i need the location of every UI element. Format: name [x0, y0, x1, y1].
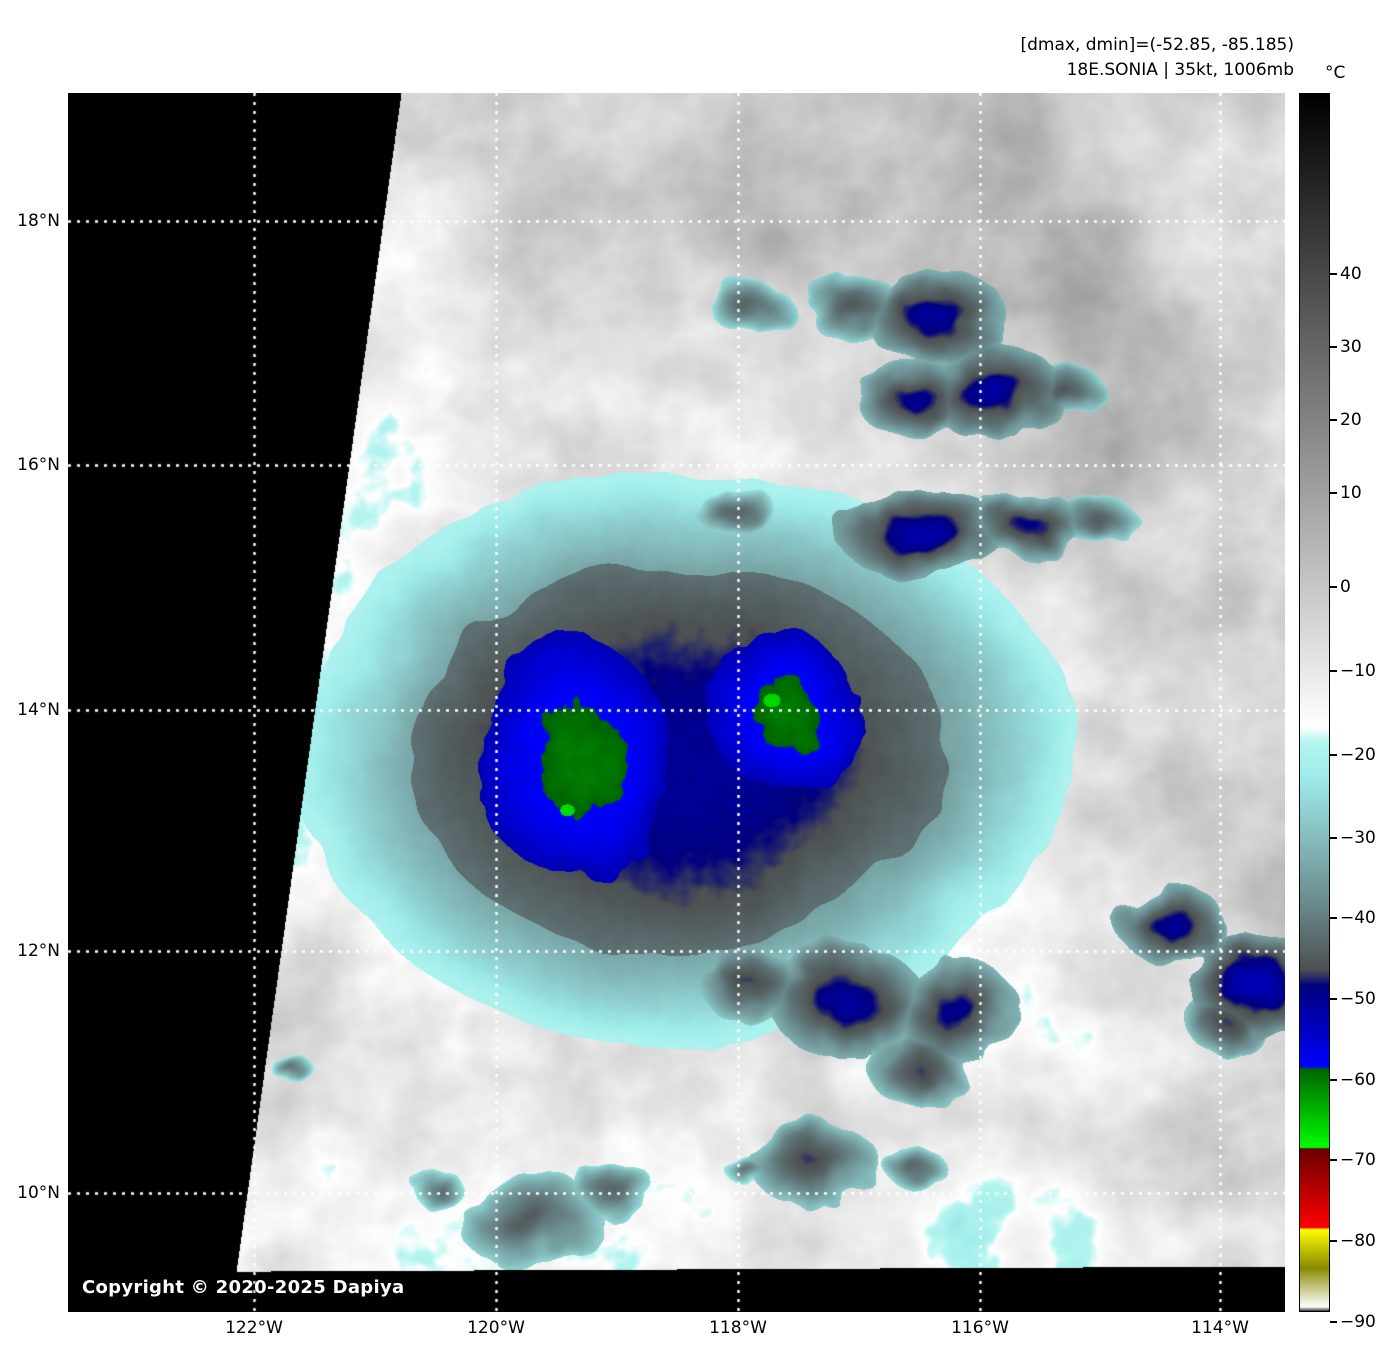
lat-tick-label-2: 14°N [17, 700, 60, 720]
lat-tick-label-3: 12°N [17, 941, 60, 961]
colorbar-tick-mark-6 [1330, 754, 1337, 756]
colorbar-tick-label-1: 30 [1340, 337, 1362, 357]
colorbar-tick-label-2: 20 [1340, 410, 1362, 430]
dmax-dmin-text: [dmax, dmin]=(-52.85, -85.185) [1020, 35, 1295, 55]
colorbar-tick-mark-8 [1330, 917, 1337, 919]
colorbar-tick-label-11: −70 [1340, 1150, 1376, 1170]
colorbar-gradient [1300, 94, 1329, 1311]
colorbar-tick-label-0: 40 [1340, 264, 1362, 284]
colorbar-tick-label-5: −10 [1340, 661, 1376, 681]
satellite-map-panel[interactable]: Copyright © 2020-2025 Dapiya [68, 93, 1285, 1312]
lat-tick-label-4: 10°N [17, 1183, 60, 1203]
lat-tick-label-0: 18°N [17, 211, 60, 231]
colorbar-tick-label-10: −60 [1340, 1070, 1376, 1090]
colorbar[interactable] [1299, 93, 1330, 1312]
colorbar-tick-label-7: −30 [1340, 828, 1376, 848]
colorbar-unit-label: °C [1325, 63, 1346, 83]
colorbar-tick-mark-2 [1330, 419, 1337, 421]
colorbar-tick-mark-13 [1330, 1321, 1337, 1323]
colorbar-tick-mark-10 [1330, 1079, 1337, 1081]
lon-tick-label-4: 114°W [1191, 1318, 1249, 1338]
satellite-imagery-canvas [68, 93, 1285, 1312]
colorbar-tick-mark-0 [1330, 273, 1337, 275]
colorbar-tick-mark-5 [1330, 670, 1337, 672]
colorbar-tick-mark-9 [1330, 998, 1337, 1000]
lon-tick-label-1: 120°W [467, 1318, 525, 1338]
colorbar-tick-label-6: −20 [1340, 745, 1376, 765]
colorbar-tick-mark-11 [1330, 1159, 1337, 1161]
lon-tick-label-2: 118°W [709, 1318, 767, 1338]
colorbar-tick-mark-7 [1330, 837, 1337, 839]
colorbar-tick-label-3: 10 [1340, 483, 1362, 503]
colorbar-tick-mark-4 [1330, 586, 1337, 588]
colorbar-tick-mark-12 [1330, 1240, 1337, 1242]
colorbar-tick-label-9: −50 [1340, 989, 1376, 1009]
lat-tick-label-1: 16°N [17, 455, 60, 475]
colorbar-tick-mark-3 [1330, 492, 1337, 494]
lon-tick-label-3: 116°W [951, 1318, 1009, 1338]
colorbar-tick-label-13: −90 [1340, 1312, 1376, 1332]
colorbar-tick-mark-1 [1330, 346, 1337, 348]
storm-info-text: 18E.SONIA | 35kt, 1006mb [1066, 59, 1294, 80]
lon-tick-label-0: 122°W [225, 1318, 283, 1338]
colorbar-tick-label-8: −40 [1340, 908, 1376, 928]
copyright-text: Copyright © 2020-2025 Dapiya [82, 1277, 405, 1298]
metadata-block: [dmax, dmin]=(-52.85, -85.185) 18E.SONIA… [1021, 33, 1295, 82]
colorbar-tick-label-4: 0 [1340, 577, 1351, 597]
colorbar-tick-label-12: −80 [1340, 1231, 1376, 1251]
